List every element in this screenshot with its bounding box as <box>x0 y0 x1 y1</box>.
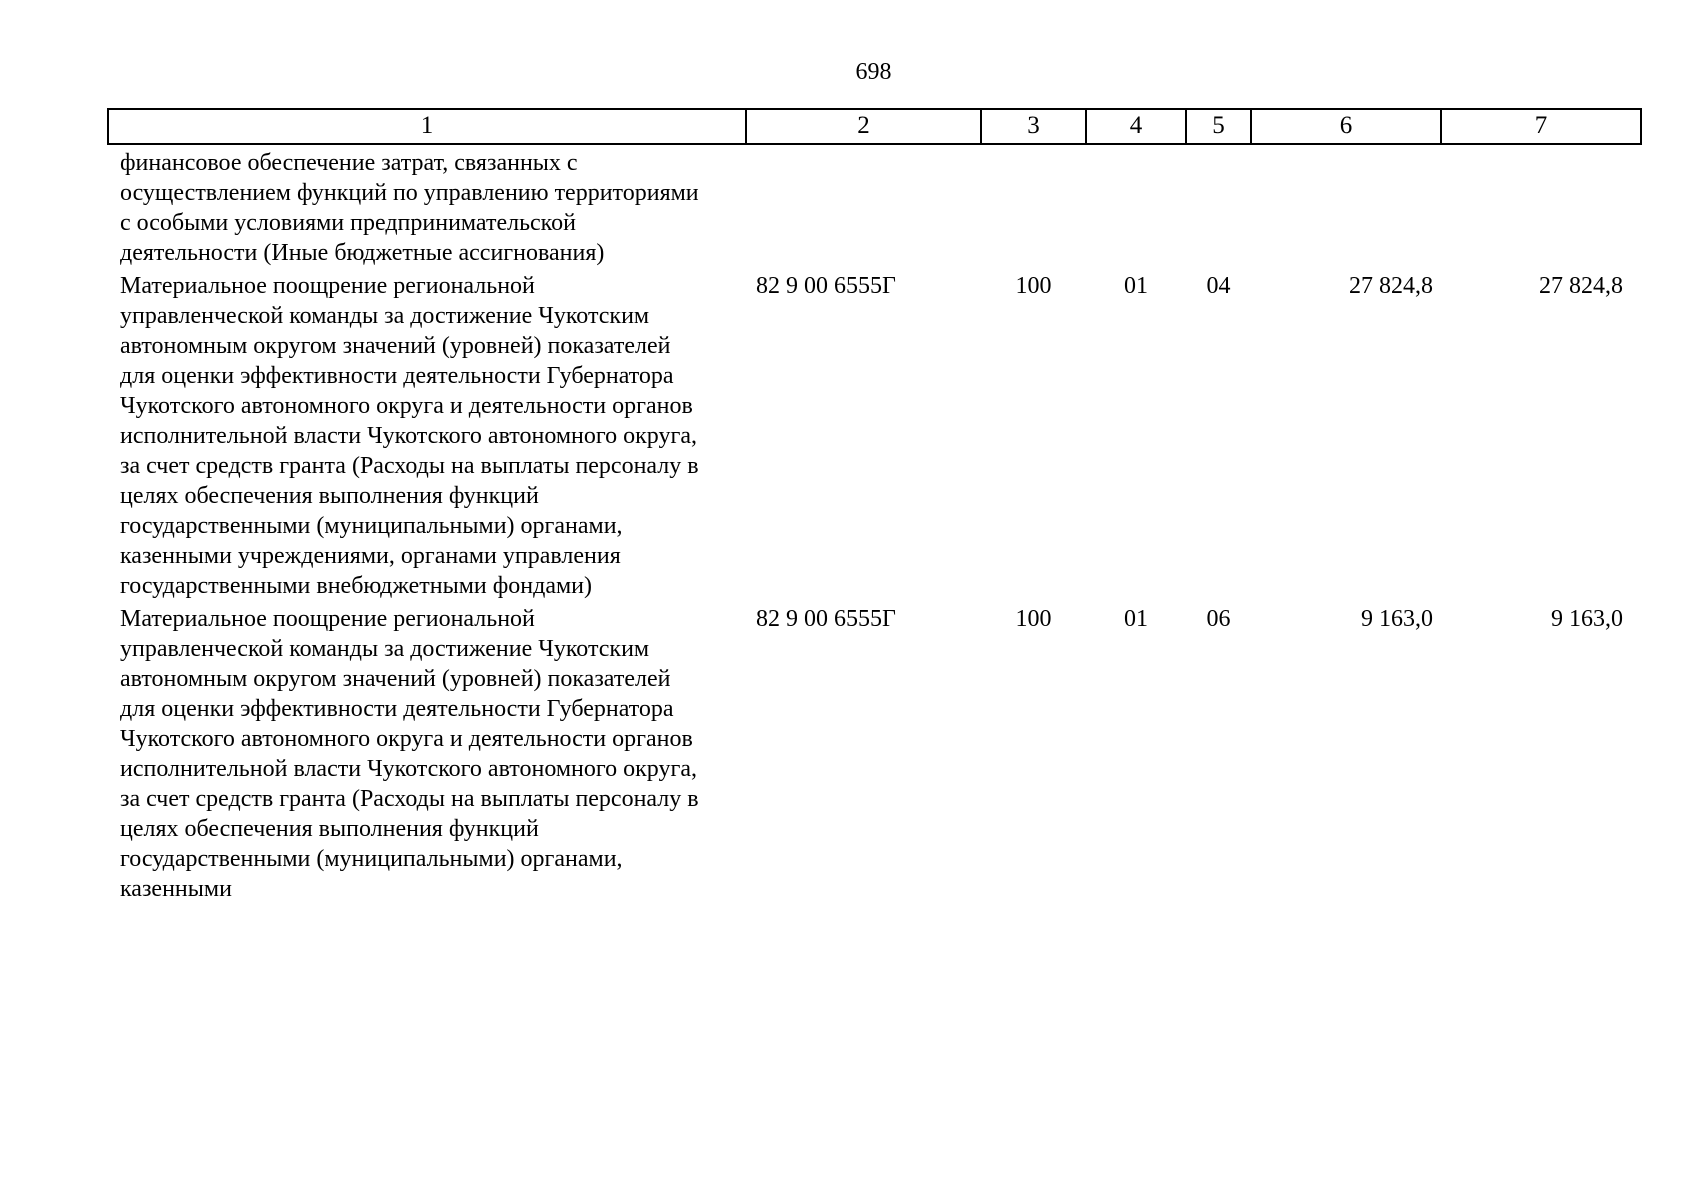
header-cell-7: 7 <box>1440 108 1642 145</box>
row-amount-col7: 9 163,0 <box>1551 606 1623 632</box>
table-row: Материальное поощрение региональной упра… <box>108 268 1641 601</box>
row-expense-type <box>981 144 1086 268</box>
row-subsection-code: 06 <box>1206 606 1231 632</box>
row-amount-col6 <box>1251 144 1441 268</box>
row-classification-code: 82 9 00 6555Г <box>756 606 896 632</box>
header-cell-5: 5 <box>1185 108 1252 145</box>
table-header-row: 1 2 3 4 5 6 7 <box>107 108 1642 145</box>
row-expense-type: 100 <box>1015 273 1052 299</box>
row-name: Материальное поощрение региональной упра… <box>120 606 699 902</box>
row-name: Материальное поощрение региональной упра… <box>120 273 699 599</box>
row-subsection-code: 04 <box>1206 273 1231 299</box>
row-section-code: 01 <box>1124 273 1148 299</box>
row-amount-col7 <box>1441 144 1641 268</box>
row-classification-code: 82 9 00 6555Г <box>756 273 896 299</box>
header-cell-1: 1 <box>107 108 747 145</box>
header-cell-4: 4 <box>1085 108 1187 145</box>
row-amount-col7: 27 824,8 <box>1539 273 1623 299</box>
budget-table: 1 2 3 4 5 6 7 финансовое обеспечение зат… <box>107 108 1642 904</box>
row-subsection-code <box>1186 144 1251 268</box>
table-row: Материальное поощрение региональной упра… <box>108 601 1641 904</box>
row-name: финансовое обеспечение затрат, связанных… <box>120 150 699 266</box>
row-amount-col6: 27 824,8 <box>1349 273 1433 299</box>
header-cell-6: 6 <box>1250 108 1442 145</box>
row-classification-code <box>746 144 981 268</box>
page-number: 698 <box>855 59 892 85</box>
row-section-code: 01 <box>1124 606 1148 632</box>
header-cell-3: 3 <box>980 108 1087 145</box>
row-amount-col6: 9 163,0 <box>1361 606 1433 632</box>
table-row: финансовое обеспечение затрат, связанных… <box>108 144 1641 268</box>
header-cell-2: 2 <box>745 108 982 145</box>
row-expense-type: 100 <box>1015 606 1052 632</box>
row-section-code <box>1086 144 1186 268</box>
